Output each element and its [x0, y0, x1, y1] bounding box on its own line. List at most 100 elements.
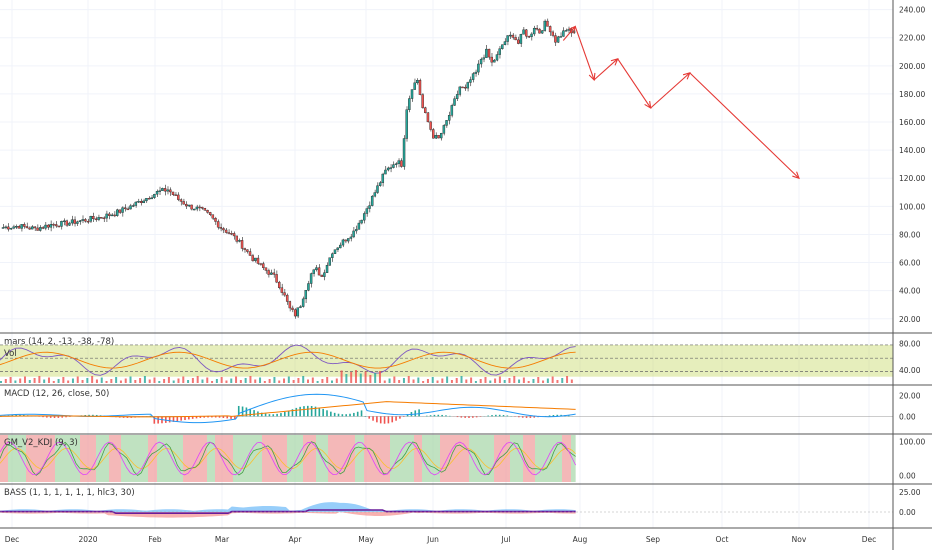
macd-histogram-bar: [457, 416, 459, 417]
macd-histogram-bar: [265, 414, 267, 417]
kdj-zone: [233, 435, 262, 482]
candle-body: [143, 201, 145, 203]
volume-bar: [38, 376, 40, 383]
kdj-tick-label: 100.00: [899, 437, 925, 446]
candle-body: [491, 57, 493, 62]
candle-body: [39, 227, 41, 230]
candle-body: [252, 256, 254, 261]
kdj-zone: [510, 435, 523, 482]
macd-histogram-bar: [368, 416, 370, 418]
macd-histogram-bar: [219, 416, 221, 417]
volume-bar: [48, 378, 50, 384]
price-tick-label: 100.00: [899, 202, 925, 211]
macd-histogram-bar: [376, 416, 378, 422]
kdj-zone: [287, 435, 303, 482]
volume-bar: [326, 377, 328, 383]
volume-bar: [480, 379, 482, 383]
time-tick-label: Sep: [646, 535, 660, 544]
candle-body: [528, 36, 530, 37]
candle-body: [191, 205, 193, 209]
candle-body: [63, 221, 65, 222]
candle-body: [135, 202, 137, 205]
volume-bar: [556, 380, 558, 383]
candle-body: [79, 221, 81, 222]
volume-bar: [475, 381, 477, 383]
volume-bar: [91, 376, 93, 383]
candle-body: [520, 34, 522, 43]
candle-body: [334, 250, 336, 254]
candle-body: [310, 274, 312, 284]
kdj-zone: [535, 435, 562, 482]
candle-body: [175, 195, 177, 196]
price-tick-label: 40.00: [899, 287, 921, 296]
candle-body: [60, 221, 62, 226]
candle-body: [345, 240, 347, 241]
macd-histogram-bar: [499, 415, 501, 417]
candle-body: [66, 221, 68, 226]
volume-bar: [106, 381, 108, 383]
volume-bar: [154, 378, 156, 384]
candle-body: [464, 87, 466, 88]
candle-body: [329, 258, 331, 265]
candle-body: [167, 190, 169, 191]
candle-body: [530, 34, 532, 37]
candle-body: [477, 64, 479, 72]
price-tick-label: 20.00: [899, 315, 921, 324]
candle-body: [50, 224, 52, 227]
candle-body: [533, 28, 535, 34]
macd-histogram-bar: [434, 415, 436, 416]
candle-body: [286, 295, 288, 301]
candle-body: [98, 217, 100, 219]
candle-body: [435, 135, 437, 138]
volume-bar: [211, 381, 213, 383]
volume-bar: [192, 378, 194, 383]
volume-bar: [398, 380, 400, 383]
candle-body: [230, 233, 232, 234]
candle-body: [507, 36, 509, 42]
volume-bar: [144, 376, 146, 383]
kdj-zone: [328, 435, 355, 482]
candle-body: [74, 220, 76, 224]
candle-body: [140, 201, 142, 202]
candle-body: [554, 36, 556, 43]
candle-body: [7, 227, 9, 229]
candle-body: [480, 59, 482, 64]
candle-body: [82, 219, 84, 220]
pane-title: MACD (12, 26, close, 50): [4, 389, 109, 399]
candle-body: [281, 288, 283, 293]
macd-histogram-bar: [276, 414, 278, 417]
projection-arrow-line: [651, 73, 690, 108]
volume-bar: [163, 379, 165, 383]
candle-body: [270, 273, 272, 275]
volume-bar: [14, 381, 16, 384]
candle-body: [244, 248, 246, 249]
volume-bar: [321, 379, 323, 383]
volume-bar: [34, 378, 36, 383]
volume-bar: [173, 381, 175, 384]
candle-body: [318, 268, 320, 275]
macd-histogram-bar: [157, 416, 159, 423]
candle-body: [302, 299, 304, 307]
macd-histogram-bar: [319, 408, 321, 417]
kdj-zone: [207, 435, 215, 482]
price-tick-label: 160.00: [899, 118, 925, 127]
time-tick-label: Aug: [573, 535, 588, 544]
candle-body: [177, 195, 179, 200]
volume-bar: [225, 381, 227, 384]
candle-body: [153, 194, 155, 197]
volume-bar: [518, 380, 520, 384]
candle-body: [291, 308, 293, 310]
candle-body: [448, 115, 450, 120]
candle-body: [337, 248, 339, 250]
macd-histogram-bar: [169, 416, 171, 422]
candle-body: [374, 193, 376, 197]
kdj-zone: [80, 435, 96, 482]
volume-bar: [441, 379, 443, 384]
candle-body: [212, 215, 214, 218]
candle-body: [199, 207, 201, 208]
volume-bar: [216, 379, 218, 383]
volume-bar: [120, 381, 122, 384]
volume-bar: [369, 375, 371, 383]
